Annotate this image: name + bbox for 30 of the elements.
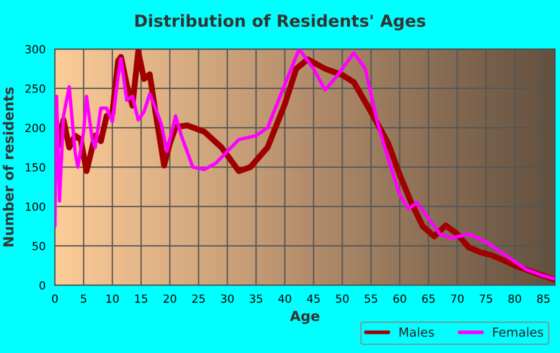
- x-tick-label: 30: [221, 294, 234, 303]
- x-tick-label: 65: [422, 294, 435, 303]
- x-tick-label: 5: [80, 294, 86, 303]
- x-tick-label: 25: [192, 294, 205, 303]
- x-tick-label: 85: [537, 294, 550, 303]
- x-tick-label: 50: [336, 294, 349, 303]
- x-tick-label: 20: [164, 294, 176, 303]
- legend-label: Males: [400, 327, 434, 337]
- x-tick-label: 80: [508, 294, 522, 303]
- y-tick-label: 250: [25, 84, 46, 93]
- y-tick-label: 200: [25, 124, 46, 132]
- chart-title: Distribution of Residents' Ages: [135, 14, 426, 30]
- x-tick-label: 0: [52, 294, 58, 303]
- x-tick-label: 70: [451, 294, 464, 303]
- x-tick-label: 35: [250, 294, 262, 303]
- x-tick-label: 75: [480, 294, 492, 303]
- x-axis-title: Age: [290, 310, 320, 324]
- x-tick-label: 55: [364, 294, 378, 303]
- x-tick-label: 60: [393, 294, 406, 303]
- y-tick-label: 300: [25, 45, 46, 54]
- x-tick-label: 40: [278, 294, 292, 303]
- x-tick-label: 15: [135, 294, 148, 303]
- x-tick-label: 45: [307, 294, 320, 303]
- y-tick-label: 0: [40, 281, 46, 290]
- y-tick-label: 150: [26, 163, 46, 172]
- legend-label: Females: [493, 327, 544, 337]
- y-tick-label: 100: [26, 202, 46, 211]
- y-tick-label: 50: [32, 242, 46, 250]
- x-tick-label: 10: [106, 294, 119, 303]
- y-axis-title: Number of residents: [2, 87, 14, 246]
